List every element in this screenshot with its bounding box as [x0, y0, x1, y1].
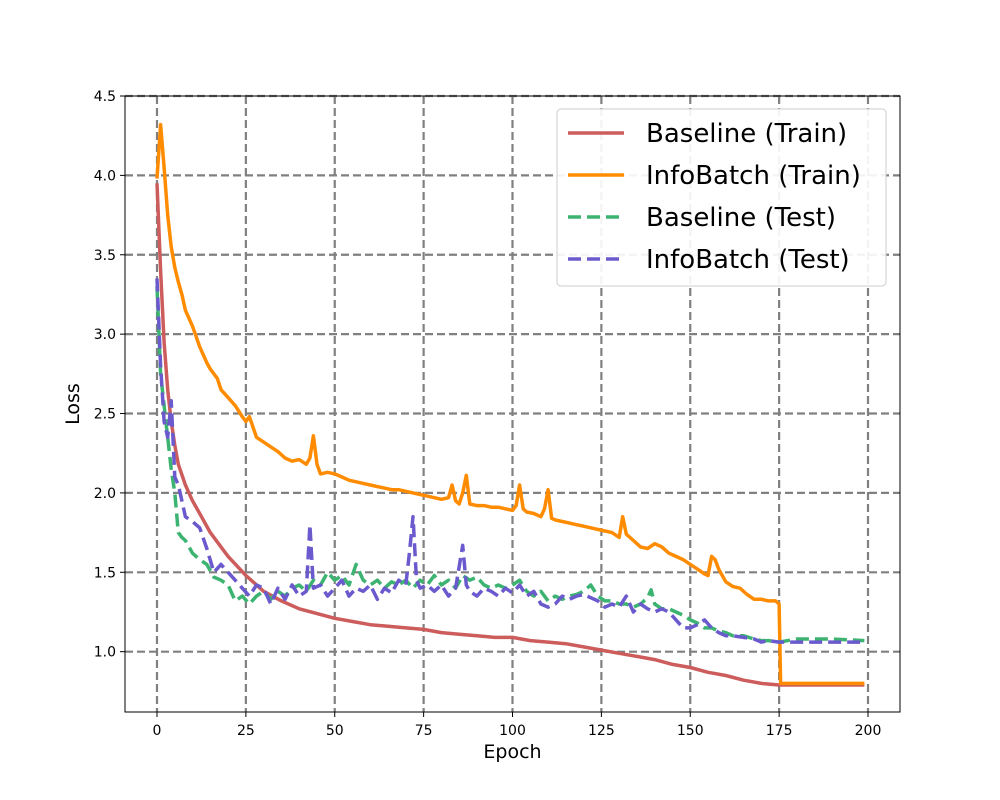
- y-tick-label: 1.5: [94, 565, 116, 581]
- legend-box: [556, 108, 887, 287]
- legend-label-infobatch-test: InfoBatch (Test): [646, 245, 850, 275]
- y-tick-label: 1.0: [94, 645, 116, 661]
- y-tick-label: 2.0: [94, 486, 116, 502]
- x-tick-label: 0: [153, 723, 162, 739]
- x-tick-label: 50: [326, 723, 344, 739]
- legend-label-baseline-train: Baseline (Train): [646, 119, 847, 149]
- legend-label-infobatch-train: InfoBatch (Train): [646, 161, 861, 191]
- x-tick-label: 175: [766, 723, 793, 739]
- y-tick-label: 3.5: [94, 248, 116, 264]
- x-tick-label: 75: [415, 723, 433, 739]
- x-tick-label: 150: [677, 723, 704, 739]
- x-tick-label: 100: [499, 723, 526, 739]
- y-tick-label: 4.0: [94, 168, 116, 184]
- y-tick-label: 4.5: [94, 89, 116, 105]
- legend: Baseline (Train) InfoBatch (Train) Baselin…: [556, 108, 887, 287]
- x-tick-label: 125: [588, 723, 615, 739]
- legend-label-baseline-test: Baseline (Test): [646, 203, 836, 233]
- y-tick-label: 2.5: [94, 407, 116, 423]
- x-tick-label: 200: [855, 723, 882, 739]
- axes: 0 25 50 75 100 125 150 175 200 1.0 1.5 2.0 2.5 3.0 3.5…: [62, 89, 881, 763]
- series-line-infobatch-train: [155, 122, 865, 686]
- y-axis-label: Loss: [62, 383, 84, 425]
- series-line-baseline-train: [155, 183, 865, 687]
- x-axis-label: Epoch: [483, 741, 541, 763]
- series-line-infobatch-test: [155, 278, 865, 644]
- x-tick-label: 25: [237, 723, 255, 739]
- series-line-baseline-test: [155, 286, 865, 644]
- series-layer: [155, 122, 865, 687]
- y-tick-label: 3.0: [94, 327, 116, 343]
